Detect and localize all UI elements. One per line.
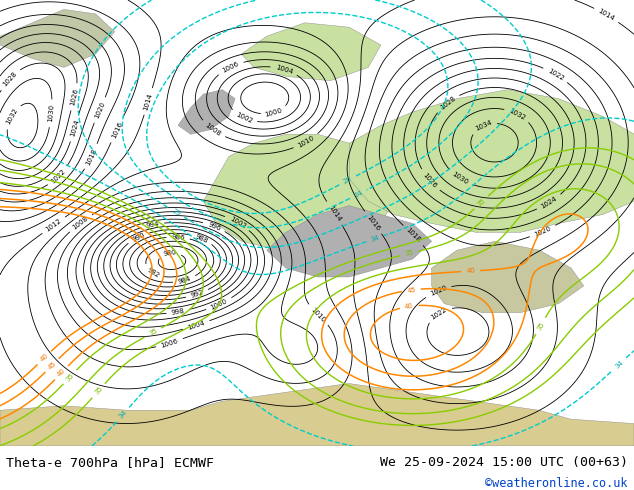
Text: 40: 40 [39, 353, 49, 363]
Text: 1024: 1024 [540, 195, 559, 210]
Text: 1028: 1028 [1, 71, 18, 88]
Text: 1020: 1020 [93, 100, 106, 120]
Text: 1010: 1010 [310, 306, 327, 323]
Text: 1026: 1026 [70, 88, 79, 106]
Text: 1000: 1000 [210, 298, 228, 311]
Text: 40: 40 [56, 368, 67, 378]
Text: 1018: 1018 [85, 147, 98, 166]
Text: 34: 34 [118, 409, 128, 420]
Text: 996: 996 [207, 221, 221, 232]
Text: 35: 35 [536, 320, 545, 331]
Text: 45: 45 [406, 287, 416, 294]
Text: 1008: 1008 [204, 122, 222, 138]
Text: Theta-e 700hPa [hPa] ECMWF: Theta-e 700hPa [hPa] ECMWF [6, 456, 214, 469]
Text: 29: 29 [171, 207, 181, 217]
Text: 984: 984 [178, 275, 191, 285]
Text: 1014: 1014 [143, 92, 154, 111]
Text: 1020: 1020 [429, 285, 448, 297]
Text: 1034: 1034 [474, 120, 493, 132]
Text: 45: 45 [47, 360, 57, 370]
Text: 40: 40 [404, 303, 414, 310]
Text: 35: 35 [93, 386, 104, 396]
Text: 986: 986 [171, 234, 185, 241]
Text: 1028: 1028 [439, 95, 456, 111]
Text: 1004: 1004 [187, 319, 205, 331]
Text: 988: 988 [194, 233, 209, 244]
Text: 1020: 1020 [533, 225, 552, 238]
Text: 24: 24 [353, 190, 364, 199]
Text: We 25-09-2024 15:00 UTC (00+63): We 25-09-2024 15:00 UTC (00+63) [380, 456, 628, 469]
Text: 1006: 1006 [221, 60, 240, 74]
Text: 1024: 1024 [69, 119, 80, 138]
Text: 35: 35 [476, 197, 487, 208]
Text: 1002: 1002 [235, 111, 253, 124]
Text: 1032: 1032 [508, 107, 527, 121]
Text: 1030: 1030 [451, 171, 469, 186]
Text: 992: 992 [190, 289, 205, 299]
Text: 982: 982 [146, 267, 160, 279]
Text: 1026: 1026 [422, 172, 438, 189]
Text: 1016: 1016 [110, 121, 124, 139]
Text: 1012: 1012 [44, 218, 63, 233]
Text: 994: 994 [146, 220, 160, 229]
Text: 1014: 1014 [327, 204, 342, 222]
Text: 35: 35 [65, 372, 75, 382]
Text: 1002: 1002 [228, 216, 247, 230]
Text: 1008: 1008 [72, 215, 89, 231]
Text: 1030: 1030 [48, 104, 55, 122]
Text: 35: 35 [404, 249, 414, 257]
Text: 1010: 1010 [297, 135, 316, 149]
Text: 1016: 1016 [365, 214, 381, 232]
Text: 40: 40 [466, 268, 476, 274]
Text: 990: 990 [131, 231, 146, 243]
Text: 1022: 1022 [50, 168, 67, 184]
Text: 1018: 1018 [405, 227, 422, 244]
Text: 1022: 1022 [430, 306, 448, 320]
Text: 1000: 1000 [264, 107, 283, 118]
Text: 998: 998 [171, 308, 185, 316]
Text: 20: 20 [342, 176, 353, 185]
Text: 1014: 1014 [597, 8, 616, 22]
Text: 34: 34 [614, 359, 624, 369]
Text: 35: 35 [148, 328, 158, 337]
Text: 1006: 1006 [160, 338, 179, 348]
Text: 1032: 1032 [4, 107, 18, 125]
Text: 1004: 1004 [275, 64, 294, 75]
Text: ©weatheronline.co.uk: ©weatheronline.co.uk [485, 477, 628, 490]
Text: 1022: 1022 [547, 68, 565, 82]
Text: 980: 980 [162, 249, 177, 257]
Text: 34: 34 [370, 234, 380, 243]
